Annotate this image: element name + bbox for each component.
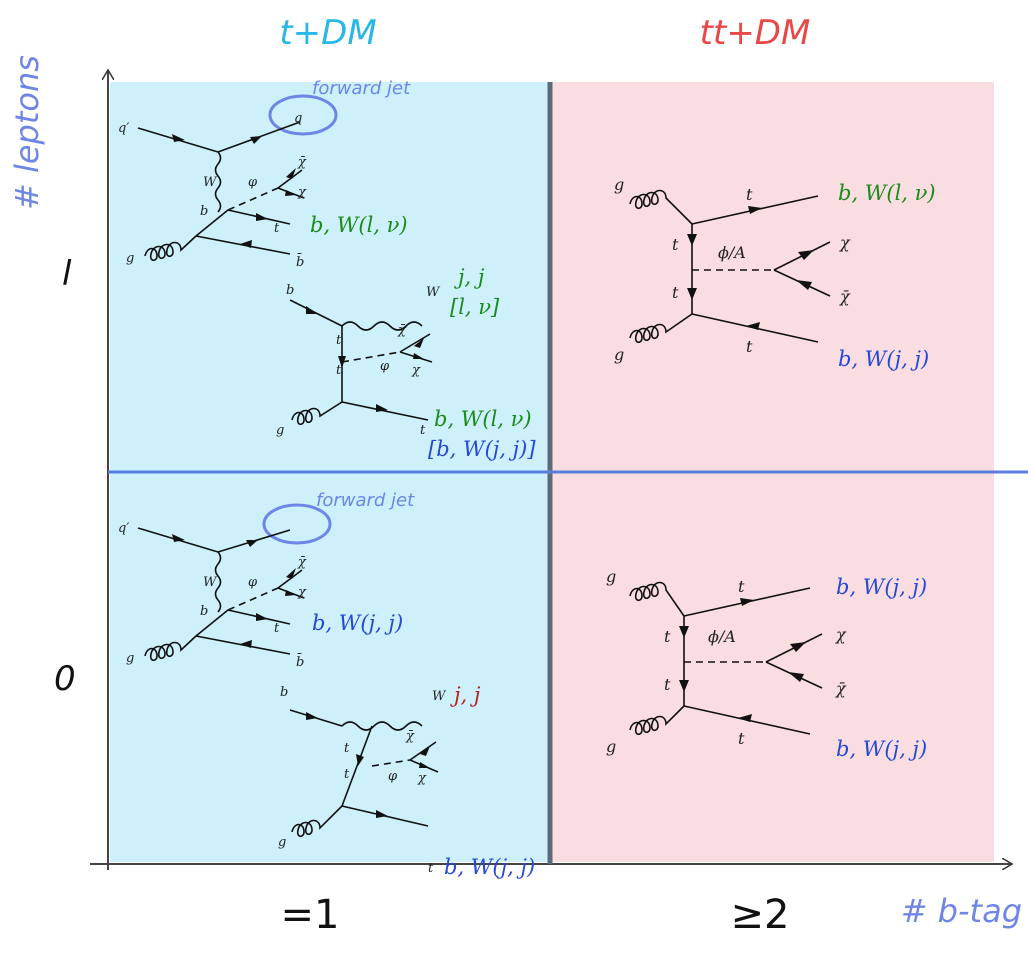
tl-tw-diagram: b W t t φ χ̄ χ g t j, j [l, ν] b, W(l, ν… (276, 265, 536, 461)
svg-text:t: t (344, 741, 350, 756)
svg-text:t: t (274, 621, 280, 636)
tl-tchannel-diagram: forward jet q′ q W φ χ̄ χ b t g b̄ b, W(… (118, 78, 411, 270)
bl-tchannel-diagram: forward jet q′ W φ χ̄ χ b t g b̄ b, W(j,… (118, 490, 415, 670)
svg-text:t: t (428, 861, 434, 876)
svg-text:χ: χ (297, 185, 307, 200)
svg-text:χ̄: χ̄ (839, 287, 851, 306)
svg-text:χ̄: χ̄ (397, 323, 407, 338)
svg-text:b: b (286, 283, 294, 298)
decay-tr-bot: b, W(j, j) (838, 347, 929, 371)
svg-text:g: g (126, 651, 134, 666)
svg-text:χ̄: χ̄ (405, 729, 415, 744)
decay-tl-tw-w-alt: [l, ν] (450, 295, 500, 319)
svg-text:t: t (746, 337, 753, 356)
decay-bl-tw-w: j, j (450, 683, 481, 707)
svg-text:g: g (276, 423, 284, 438)
br-ttbar-diagram: g g t t t t ϕ/A χ χ̄ b, W(j, j) b, W(j, … (606, 567, 927, 761)
svg-text:W: W (203, 175, 218, 190)
decay-tr-top: b, W(l, ν) (838, 181, 936, 205)
svg-text:t: t (664, 627, 671, 646)
svg-text:g: g (126, 251, 134, 266)
decay-tl-tw-top: b, W(l, ν) (434, 407, 532, 431)
svg-text:t: t (738, 577, 745, 596)
svg-text:φ: φ (248, 575, 258, 590)
svg-text:t: t (336, 363, 342, 378)
svg-text:g: g (606, 737, 616, 756)
svg-text:g: g (614, 175, 624, 194)
svg-text:χ: χ (411, 363, 421, 378)
svg-text:t: t (738, 729, 745, 748)
svg-text:W: W (426, 285, 441, 300)
col-label-1: =1 (281, 892, 340, 938)
svg-text:b: b (280, 685, 288, 700)
svg-text:χ̄: χ̄ (297, 155, 307, 170)
svg-text:t: t (344, 767, 350, 782)
decay-br-bot: b, W(j, j) (836, 737, 927, 761)
svg-text:q: q (294, 111, 302, 126)
y-axis-label: # leptons (8, 55, 46, 210)
svg-text:t: t (672, 283, 679, 302)
svg-text:t: t (274, 221, 280, 236)
forward-jet-circle (268, 94, 338, 136)
svg-text:χ̄: χ̄ (835, 679, 847, 698)
svg-text:χ: χ (417, 771, 427, 786)
decay-bl-tchan: b, W(j, j) (312, 611, 403, 635)
svg-text:t: t (746, 185, 753, 204)
header-tdm: t+DM (279, 13, 376, 53)
svg-text:g: g (614, 345, 624, 364)
svg-text:t: t (420, 423, 426, 438)
svg-text:φ: φ (248, 175, 258, 190)
svg-text:χ: χ (835, 625, 847, 644)
tr-ttbar-diagram: g g t t t t ϕ/A χ χ̄ b, W(l, ν) b, W(j, … (614, 175, 936, 371)
decay-tl-tchan: b, W(l, ν) (310, 213, 408, 237)
decay-tl-tw-w: j, j (454, 265, 485, 289)
svg-text:q′: q′ (118, 121, 129, 136)
col-label-2: ≥2 (731, 892, 790, 938)
row-label-1: l (62, 254, 72, 294)
svg-text:χ̄: χ̄ (297, 555, 307, 570)
svg-text:b̄: b̄ (296, 253, 304, 270)
svg-text:ϕ/A: ϕ/A (718, 243, 746, 262)
svg-text:W: W (432, 689, 447, 704)
svg-text:g: g (606, 567, 616, 586)
decay-tl-tw-top-alt: [b, W(j, j)] (428, 437, 536, 461)
svg-text:ϕ/A: ϕ/A (708, 627, 736, 646)
svg-text:φ: φ (388, 769, 398, 784)
svg-text:g: g (278, 835, 286, 850)
svg-text:χ: χ (839, 233, 851, 252)
svg-text:t: t (672, 235, 679, 254)
svg-text:χ: χ (297, 585, 307, 600)
svg-text:t: t (336, 333, 342, 348)
svg-text:q′: q′ (118, 521, 129, 536)
forward-jet-circle (262, 503, 332, 545)
svg-text:b: b (200, 604, 208, 619)
decay-br-top: b, W(j, j) (836, 575, 927, 599)
svg-text:t: t (664, 675, 671, 694)
forward-jet-label: forward jet (316, 490, 415, 511)
svg-text:b: b (200, 204, 208, 219)
forward-jet-label: forward jet (312, 78, 411, 99)
svg-text:W: W (203, 575, 218, 590)
bl-tw-diagram: b W t t φ χ̄ χ g t j, j b, W(j, j) (278, 683, 535, 879)
svg-text:b̄: b̄ (296, 653, 304, 670)
x-axis-label: # b-tag (901, 892, 1022, 930)
decay-bl-tw-top: b, W(j, j) (444, 855, 535, 879)
header-ttdm: tt+DM (700, 13, 811, 53)
row-label-0: 0 (54, 659, 76, 699)
svg-text:φ: φ (380, 359, 390, 374)
